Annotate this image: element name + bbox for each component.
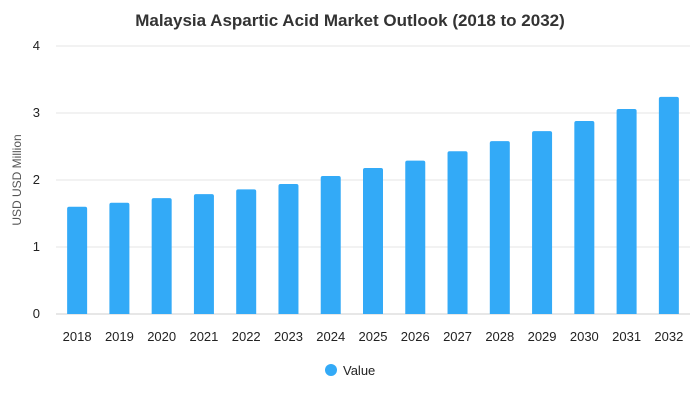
x-tick-label: 2030 [570,329,599,344]
x-tick-label: 2025 [359,329,388,344]
y-axis-ticks: 0 1 2 3 4 [33,38,40,321]
x-tick-label: 2031 [612,329,641,344]
x-tick-label: 2023 [274,329,303,344]
y-axis-label: USD USD Million [10,134,24,225]
bar-2023[interactable] [278,184,299,314]
y-tick-label: 0 [33,306,40,321]
bar-2026[interactable] [405,160,426,314]
legend-marker-value [325,364,337,376]
x-tick-label: 2032 [654,329,683,344]
x-tick-label: 2020 [147,329,176,344]
x-tick-label: 2024 [316,329,345,344]
y-tick-label: 2 [33,172,40,187]
bars [67,96,679,314]
bar-2021[interactable] [193,194,214,314]
legend: Value [325,363,375,378]
x-tick-label: 2018 [63,329,92,344]
y-tick-label: 3 [33,105,40,120]
bar-2031[interactable] [616,108,637,314]
y-tick-label: 4 [33,38,40,53]
x-tick-label: 2022 [232,329,261,344]
legend-label-value: Value [343,363,375,378]
x-tick-label: 2027 [443,329,472,344]
x-tick-label: 2029 [528,329,557,344]
x-tick-label: 2028 [485,329,514,344]
bar-2029[interactable] [532,131,553,314]
y-tick-label: 1 [33,239,40,254]
bar-2027[interactable] [447,151,468,314]
bar-2028[interactable] [489,141,510,314]
bar-2024[interactable] [320,175,341,314]
x-axis-ticks: 2018 2019 2020 2021 2022 2023 2024 2025 2026 2027… [63,329,684,344]
bar-2019[interactable] [109,202,130,314]
bar-2025[interactable] [363,167,383,314]
x-tick-label: 2019 [105,329,134,344]
bar-2020[interactable] [151,198,172,314]
bar-2018[interactable] [67,206,88,314]
bar-2030[interactable] [574,121,595,314]
x-tick-label: 2021 [189,329,218,344]
bar-2022[interactable] [236,189,257,314]
bar-2032[interactable] [658,96,679,314]
x-tick-label: 2026 [401,329,430,344]
chart-title: Malaysia Aspartic Acid Market Outlook (2… [135,11,565,30]
